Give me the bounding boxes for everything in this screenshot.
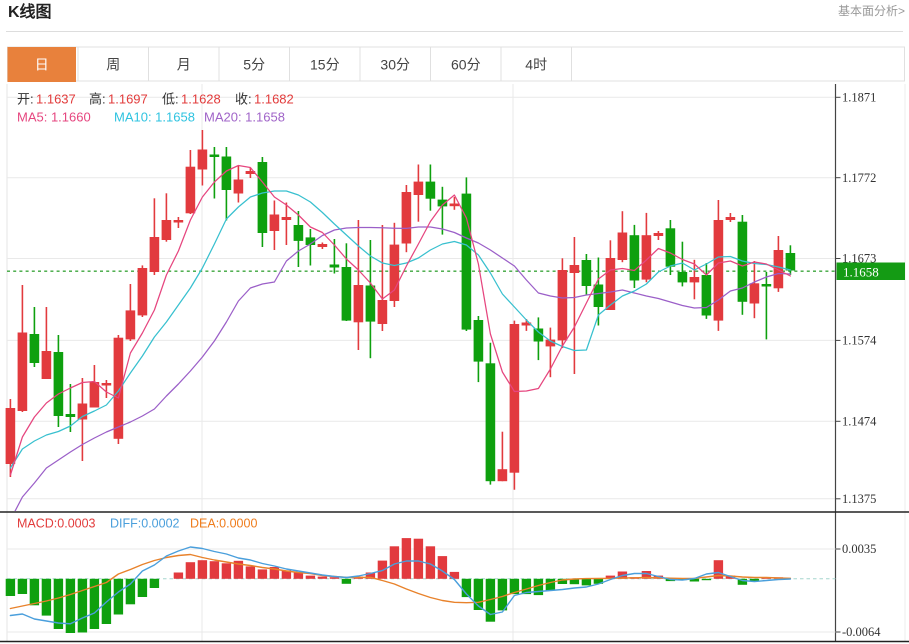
svg-text:1.1375: 1.1375	[842, 492, 876, 506]
svg-text:-0.0064: -0.0064	[842, 625, 881, 639]
svg-text:K线图: K线图	[8, 2, 52, 21]
svg-text:0.0035: 0.0035	[842, 542, 876, 556]
svg-text:1.1772: 1.1772	[842, 171, 876, 185]
svg-text:30分: 30分	[380, 57, 410, 73]
svg-text:1.1474: 1.1474	[842, 415, 877, 429]
svg-text:1.1658: 1.1658	[843, 265, 879, 280]
svg-text:15分: 15分	[310, 57, 340, 73]
svg-text:日: 日	[35, 57, 49, 73]
svg-text:1.1574: 1.1574	[842, 334, 877, 348]
svg-text:基本面分析>: 基本面分析>	[838, 4, 905, 18]
svg-text:周: 周	[106, 57, 120, 73]
svg-text:MACD:0.0003: MACD:0.0003	[17, 517, 96, 531]
svg-text:4时: 4时	[525, 57, 547, 73]
svg-text:1.1871: 1.1871	[842, 91, 876, 105]
svg-text:DIFF:0.0002: DIFF:0.0002	[110, 517, 180, 531]
svg-text:DEA:0.0000: DEA:0.0000	[190, 517, 257, 531]
svg-text:月: 月	[177, 57, 191, 73]
svg-text:60分: 60分	[451, 57, 481, 73]
svg-text:1.1673: 1.1673	[842, 252, 876, 266]
svg-text:5分: 5分	[243, 57, 265, 73]
